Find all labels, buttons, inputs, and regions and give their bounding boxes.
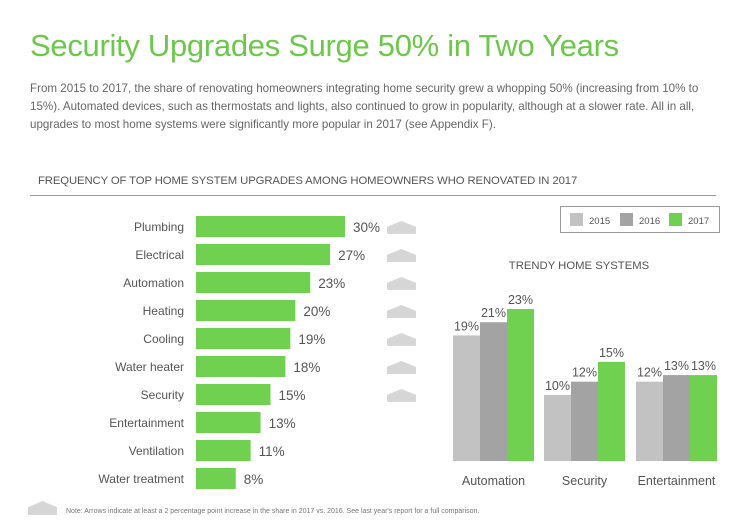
bar-value-label: 21% xyxy=(481,306,506,320)
bar-security-2017 xyxy=(598,361,625,461)
note-arrow-icon xyxy=(28,501,57,515)
legend-label-2015: 2015 xyxy=(589,216,610,227)
bar-value-label: 20% xyxy=(303,304,330,319)
bar-value-label: 19% xyxy=(298,332,325,347)
bar-value-label: 8% xyxy=(244,472,264,487)
heading-divider xyxy=(30,195,716,196)
legend-label-2016: 2016 xyxy=(639,216,660,227)
bar-security-2016 xyxy=(571,381,598,461)
increase-arrow-icon xyxy=(387,249,416,262)
bar-security-2015 xyxy=(544,394,571,461)
legend-label-2017: 2017 xyxy=(688,216,709,227)
bar-value-label: 13% xyxy=(269,416,296,431)
bar-automation xyxy=(196,272,311,293)
bar-security xyxy=(196,384,271,405)
page-title: Security Upgrades Surge 50% in Two Years xyxy=(30,28,619,63)
increase-arrow-icon xyxy=(387,333,416,346)
bar-automation-2017 xyxy=(507,309,534,461)
trendy-chart-title: TRENDY HOME SYSTEMS xyxy=(509,260,650,272)
increase-arrow-icon xyxy=(387,305,416,318)
legend-box xyxy=(560,206,720,233)
bar-electrical xyxy=(196,244,331,265)
bar-value-label: 13% xyxy=(664,359,689,373)
bar-category-label: Heating xyxy=(143,304,184,318)
bar-category-label: Water treatment xyxy=(98,472,184,486)
bar-category-label: Entertainment xyxy=(109,416,184,430)
category-label-entertainment: Entertainment xyxy=(638,474,716,488)
bar-cooling xyxy=(196,328,291,349)
bar-automation-2015 xyxy=(453,335,480,461)
legend-swatch-2016 xyxy=(620,213,633,226)
bar-ventilation xyxy=(196,440,251,461)
increase-arrow-icon xyxy=(387,361,416,374)
bar-entertainment-2017 xyxy=(690,375,717,461)
chart-heading: FREQUENCY OF TOP HOME SYSTEM UPGRADES AM… xyxy=(38,175,578,187)
bar-category-label: Plumbing xyxy=(134,220,184,234)
bar-entertainment xyxy=(196,412,261,433)
bar-value-label: 10% xyxy=(545,379,570,393)
intro-paragraph: From 2015 to 2017, the share of renovati… xyxy=(30,82,699,131)
bar-automation-2016 xyxy=(480,322,507,461)
bar-category-label: Electrical xyxy=(135,248,184,262)
bar-value-label: 23% xyxy=(508,293,533,307)
bar-value-label: 15% xyxy=(279,388,306,403)
legend-swatch-2017 xyxy=(669,213,682,226)
bar-value-label: 13% xyxy=(691,359,716,373)
category-label-security: Security xyxy=(562,474,608,488)
bar-category-label: Security xyxy=(141,388,184,402)
increase-arrow-icon xyxy=(387,221,416,234)
bar-value-label: 15% xyxy=(599,346,624,360)
category-label-automation: Automation xyxy=(462,474,525,488)
increase-arrow-icon xyxy=(387,389,416,402)
bar-value-label: 27% xyxy=(338,248,365,263)
bar-category-label: Automation xyxy=(123,276,184,290)
bar-entertainment-2015 xyxy=(636,381,663,461)
bar-category-label: Ventilation xyxy=(129,444,184,458)
bar-heating xyxy=(196,300,296,321)
bar-category-label: Cooling xyxy=(143,332,184,346)
bar-value-label: 30% xyxy=(353,220,380,235)
bar-value-label: 19% xyxy=(454,319,479,333)
footnote: Note: Arrows indicate at least a 2 perce… xyxy=(66,508,480,515)
bar-entertainment-2016 xyxy=(663,375,690,461)
bar-value-label: 12% xyxy=(637,366,662,380)
bar-water-heater xyxy=(196,356,286,377)
increase-arrow-icon xyxy=(387,277,416,290)
bar-value-label: 11% xyxy=(259,444,285,459)
bar-plumbing xyxy=(196,216,345,237)
bar-value-label: 12% xyxy=(572,366,597,380)
bar-value-label: 23% xyxy=(318,276,345,291)
bar-value-label: 18% xyxy=(293,360,320,375)
bar-category-label: Water heater xyxy=(115,360,184,374)
legend-swatch-2015 xyxy=(570,213,583,226)
bar-water-treatment xyxy=(196,468,236,489)
